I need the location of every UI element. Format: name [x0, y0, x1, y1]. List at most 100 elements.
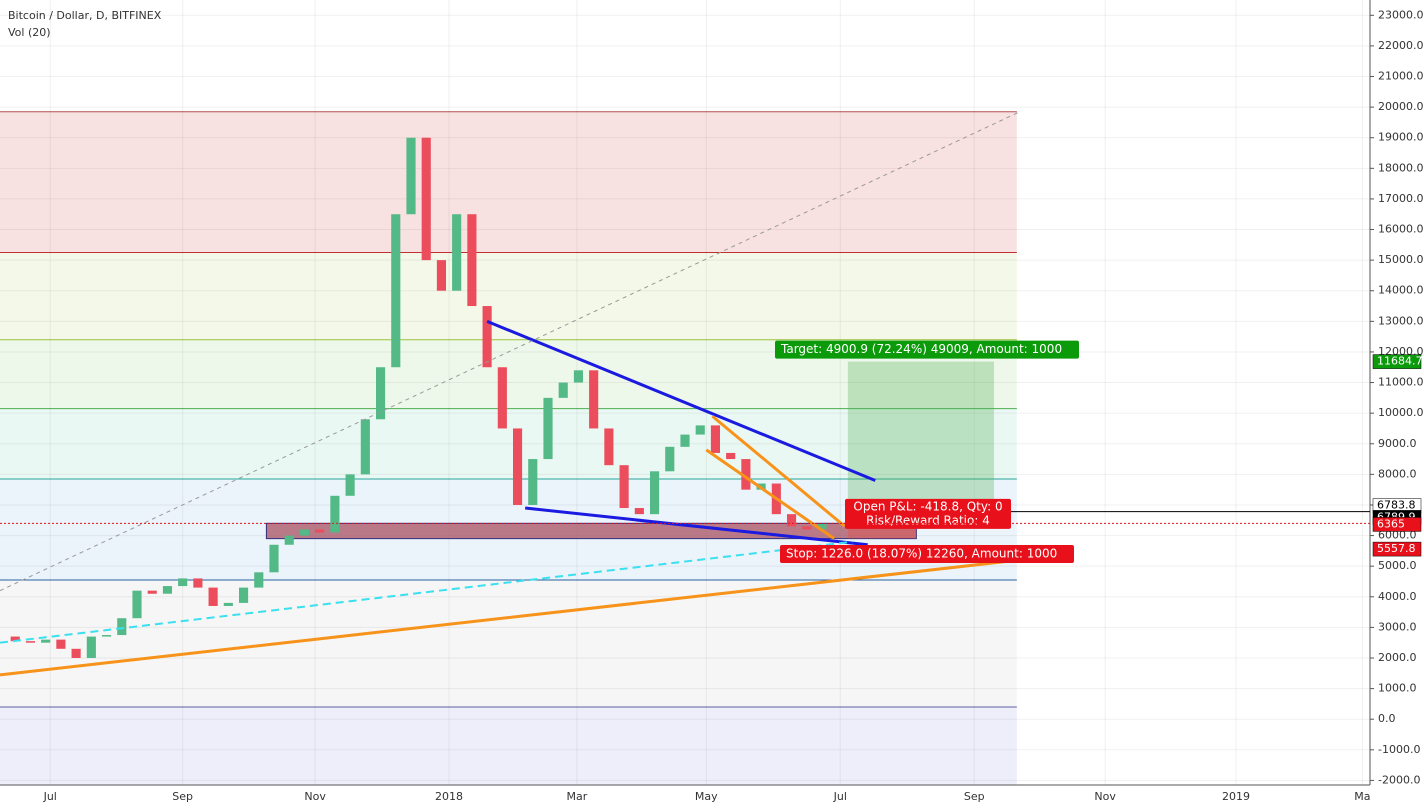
trend-line [0, 540, 853, 644]
y-tick-label: 9000.0 [1378, 437, 1417, 450]
support-zone [265, 522, 917, 540]
y-tick-label: 11000.0 [1378, 376, 1424, 389]
x-tick-label: 2019 [1222, 790, 1250, 803]
candle [391, 214, 401, 368]
y-tick-label: 19000.0 [1378, 131, 1424, 144]
candle [406, 137, 416, 215]
candle [132, 590, 142, 619]
candle [147, 590, 157, 594]
stop-label-box [780, 544, 1074, 563]
fib-band [0, 252, 1017, 340]
candle [695, 425, 705, 435]
y-tick-label: 10000.0 [1378, 406, 1424, 419]
price-label: 5557.8 [1377, 542, 1416, 555]
candle [604, 428, 614, 466]
trend-line [486, 319, 876, 482]
candle [467, 214, 477, 307]
candle [315, 529, 325, 533]
x-tick-label: 2018 [435, 790, 463, 803]
pnl-label: Open P&L: -418.8, Qty: 0 [853, 499, 1002, 513]
trend-line [0, 552, 1074, 677]
price-label: 6365 [1377, 517, 1405, 530]
candle [238, 587, 249, 603]
candle [71, 648, 81, 658]
candle [528, 459, 538, 505]
y-tick-label: 14000.0 [1378, 284, 1424, 297]
candle [101, 635, 112, 637]
x-tick-label: Mar [567, 790, 588, 803]
candle [802, 526, 812, 530]
x-tick-label: Jul [833, 790, 847, 803]
x-tick-label: Nov [304, 790, 326, 803]
x-tick-label: Ma [1354, 790, 1370, 803]
candle [86, 636, 96, 658]
price-label-box [1372, 517, 1422, 532]
candle [619, 465, 629, 509]
candle [573, 370, 584, 383]
y-tick-label: 13000.0 [1378, 314, 1424, 327]
price-label-box [1372, 541, 1422, 557]
pnl-label: Risk/Reward Ratio: 4 [866, 513, 990, 527]
candle [208, 587, 218, 606]
x-tick-label: May [695, 790, 718, 803]
candle [375, 367, 386, 420]
candle [726, 452, 736, 460]
candle [741, 459, 751, 490]
x-tick-label: Jul [43, 790, 57, 803]
y-tick-label: 22000.0 [1378, 39, 1424, 52]
background [0, 0, 1370, 785]
y-tick-label: 23000.0 [1378, 8, 1424, 21]
y-tick-label: 20000.0 [1378, 100, 1424, 113]
candle [436, 260, 447, 291]
candle [452, 214, 462, 291]
candle [497, 367, 507, 429]
y-tick-label: 1000.0 [1378, 682, 1417, 695]
candle [162, 586, 173, 594]
indicator-label: Vol (20) [8, 26, 51, 39]
target-label: Target: 4900.9 (72.24%) 49009, Amount: 1… [780, 342, 1062, 356]
candle [680, 434, 690, 447]
candle [299, 529, 310, 536]
trend-line [0, 111, 1021, 592]
candle [360, 419, 370, 475]
candle [223, 602, 233, 606]
candle [330, 495, 340, 533]
y-tick-label: 18000.0 [1378, 161, 1424, 174]
y-tick-label: 16000.0 [1378, 223, 1424, 236]
price-label-box [1372, 354, 1422, 369]
y-tick-label: 6000.0 [1378, 529, 1417, 542]
candle [665, 446, 675, 472]
fib-band [0, 579, 1017, 707]
fib-band [0, 111, 1017, 253]
y-tick-label: 0.0 [1378, 712, 1396, 725]
y-tick-label: 21000.0 [1378, 70, 1424, 83]
x-tick-label: Nov [1094, 790, 1116, 803]
candle [193, 578, 203, 588]
x-tick-label: Sep [172, 790, 193, 803]
stop-label: Stop: 1226.0 (18.07%) 12260, Amount: 100… [786, 546, 1057, 560]
y-tick-label: 8000.0 [1378, 467, 1417, 480]
trend-line [711, 415, 846, 528]
candle [543, 397, 553, 460]
target-zone [847, 361, 995, 512]
candle [25, 641, 36, 643]
target-label-box [775, 340, 1079, 359]
candle [482, 306, 492, 368]
y-tick-label: -1000.0 [1378, 743, 1420, 756]
candle [10, 636, 20, 642]
candle [284, 535, 294, 545]
price-label: 6783.8 [1377, 499, 1416, 512]
candle [254, 572, 264, 588]
candle [710, 425, 721, 453]
candle [786, 514, 797, 527]
pnl-box [845, 498, 1011, 529]
candle [558, 382, 568, 398]
fib-band [0, 408, 1017, 479]
candle [178, 578, 188, 587]
candle [345, 474, 355, 496]
y-tick-label: -2000.0 [1378, 773, 1420, 786]
candle [817, 523, 827, 530]
candle [634, 508, 644, 515]
x-tick-label: Sep [964, 790, 985, 803]
